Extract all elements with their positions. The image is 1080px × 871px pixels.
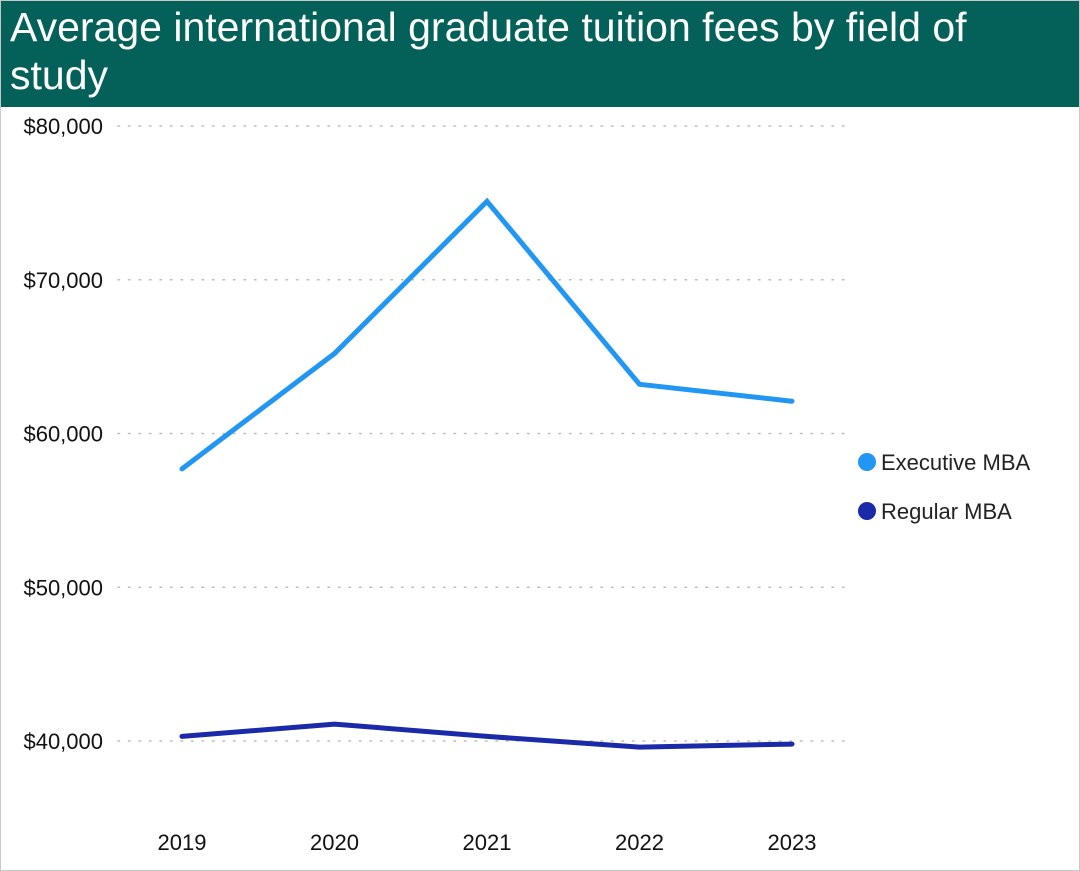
legend-label: Regular MBA bbox=[881, 499, 1012, 524]
x-tick-label: 2019 bbox=[158, 830, 207, 855]
x-tick-label: 2022 bbox=[615, 830, 664, 855]
legend-marker bbox=[858, 502, 876, 520]
y-tick-label: $50,000 bbox=[23, 575, 103, 600]
y-tick-label: $70,000 bbox=[23, 268, 103, 293]
legend-label: Executive MBA bbox=[881, 450, 1030, 475]
x-tick-label: 2021 bbox=[463, 830, 512, 855]
x-tick-label: 2020 bbox=[310, 830, 359, 855]
y-tick-label: $80,000 bbox=[23, 114, 103, 139]
series-line-executive-mba bbox=[179, 197, 795, 472]
y-tick-label: $60,000 bbox=[23, 422, 103, 447]
chart-title: Average international graduate tuition f… bbox=[10, 4, 967, 98]
series-line-regular-mba bbox=[179, 721, 795, 750]
y-tick-label: $40,000 bbox=[23, 729, 103, 754]
x-tick-label: 2023 bbox=[768, 830, 817, 855]
title-bar: Average international graduate tuition f… bbox=[1, 1, 1079, 107]
legend-marker bbox=[858, 453, 876, 471]
